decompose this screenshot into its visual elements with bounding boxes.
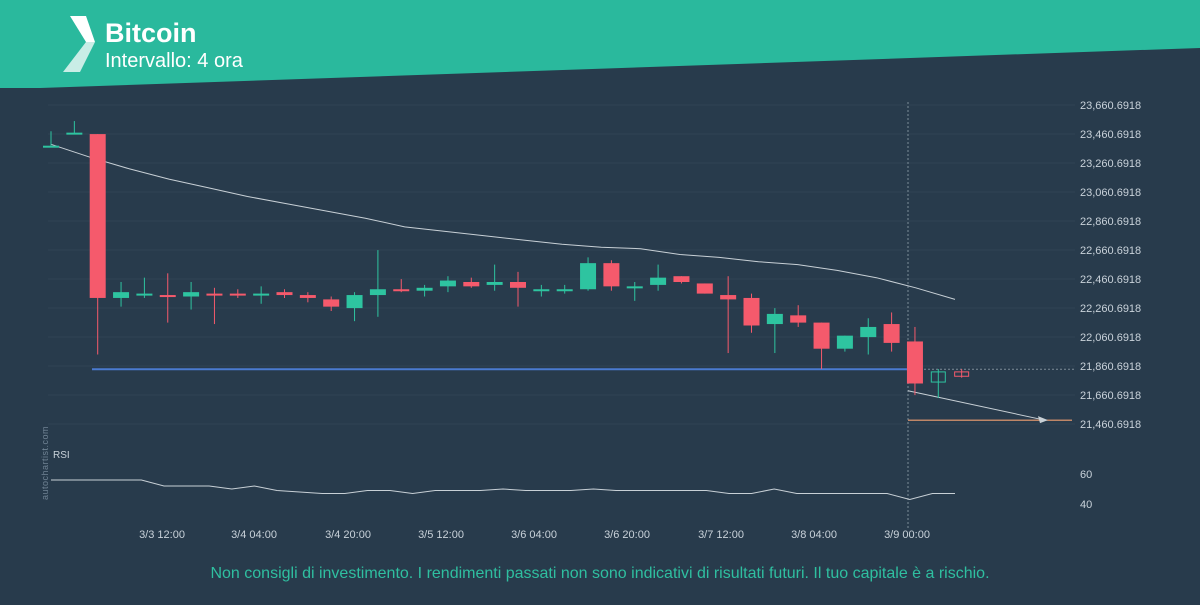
rsi-label: RSI bbox=[53, 450, 70, 461]
candle-body bbox=[580, 263, 597, 290]
candle-body bbox=[89, 134, 106, 298]
rsi-line bbox=[51, 479, 955, 501]
projection-line bbox=[907, 390, 1046, 421]
candle-body bbox=[229, 293, 246, 296]
candle-body bbox=[603, 263, 620, 287]
y-tick-label: 22,260.6918 bbox=[1080, 303, 1141, 315]
y-tick-label: 23,460.6918 bbox=[1080, 129, 1141, 141]
candle-body bbox=[183, 292, 200, 297]
x-tick-label: 3/3 12:00 bbox=[139, 529, 185, 541]
page-title: Bitcoin bbox=[105, 18, 197, 48]
candle-body bbox=[720, 295, 737, 300]
candle-body bbox=[556, 289, 573, 292]
candle-body bbox=[930, 371, 946, 383]
candle-body bbox=[906, 341, 923, 384]
projection-arrowhead bbox=[1038, 416, 1048, 424]
candle-body bbox=[510, 282, 526, 288]
candle-body bbox=[860, 326, 877, 338]
watermark: autochartist.com bbox=[40, 425, 50, 500]
candle-body bbox=[790, 315, 807, 323]
candle-body bbox=[66, 132, 83, 135]
y-tick-label: 22,460.6918 bbox=[1080, 274, 1141, 286]
candle-body bbox=[486, 282, 503, 285]
candle-body bbox=[43, 145, 59, 148]
candle-body bbox=[673, 276, 690, 283]
interval-label: Intervallo: 4 ora bbox=[105, 50, 243, 72]
header-banner bbox=[0, 0, 1200, 88]
x-tick-label: 3/6 20:00 bbox=[604, 529, 650, 541]
candle-body bbox=[369, 289, 386, 296]
logo-icon bbox=[70, 16, 95, 42]
y-tick-label: 23,060.6918 bbox=[1080, 187, 1141, 199]
candle-body bbox=[253, 293, 270, 296]
candle-body bbox=[136, 293, 153, 296]
rsi-tick-40: 40 bbox=[1080, 499, 1092, 511]
candle-body bbox=[393, 289, 410, 292]
x-tick-label: 3/8 04:00 bbox=[791, 529, 837, 541]
candle-body bbox=[954, 371, 970, 377]
candle-body bbox=[743, 297, 760, 326]
y-tick-label: 21,460.6918 bbox=[1080, 419, 1141, 431]
candle-body bbox=[206, 293, 223, 296]
y-tick-label: 22,860.6918 bbox=[1080, 216, 1141, 228]
candle-body bbox=[836, 335, 853, 349]
candle-body bbox=[276, 292, 293, 296]
candle-body bbox=[533, 289, 550, 292]
x-tick-label: 3/5 12:00 bbox=[418, 529, 464, 541]
x-tick-label: 3/4 20:00 bbox=[325, 529, 371, 541]
y-tick-label: 22,660.6918 bbox=[1080, 245, 1141, 257]
candle-body bbox=[323, 299, 340, 307]
candle-body bbox=[766, 313, 783, 325]
x-tick-label: 3/4 04:00 bbox=[231, 529, 277, 541]
logo-icon-lower bbox=[63, 42, 95, 72]
x-tick-label: 3/9 00:00 bbox=[884, 529, 930, 541]
y-tick-label: 21,860.6918 bbox=[1080, 361, 1141, 373]
x-tick-label: 3/7 12:00 bbox=[698, 529, 744, 541]
candle-body bbox=[113, 292, 130, 298]
y-tick-label: 22,060.6918 bbox=[1080, 332, 1141, 344]
candle-body bbox=[883, 324, 900, 343]
y-tick-label: 23,660.6918 bbox=[1080, 100, 1141, 112]
candle-body bbox=[439, 280, 456, 287]
candle-body bbox=[299, 295, 316, 298]
candle-body bbox=[813, 322, 830, 349]
candle-body bbox=[463, 282, 480, 287]
candle-body bbox=[626, 286, 643, 289]
candle-body bbox=[159, 295, 176, 298]
disclaimer: Non consigli di investimento. I rendimen… bbox=[210, 565, 990, 582]
candle-body bbox=[416, 287, 433, 291]
moving-average-line bbox=[50, 143, 956, 300]
y-tick-label: 21,660.6918 bbox=[1080, 390, 1141, 402]
candle-body bbox=[696, 283, 713, 294]
candle-body bbox=[650, 277, 667, 285]
x-tick-label: 3/6 04:00 bbox=[511, 529, 557, 541]
y-tick-label: 23,260.6918 bbox=[1080, 158, 1141, 170]
rsi-tick-60: 60 bbox=[1080, 469, 1092, 481]
candle-body bbox=[346, 295, 363, 309]
